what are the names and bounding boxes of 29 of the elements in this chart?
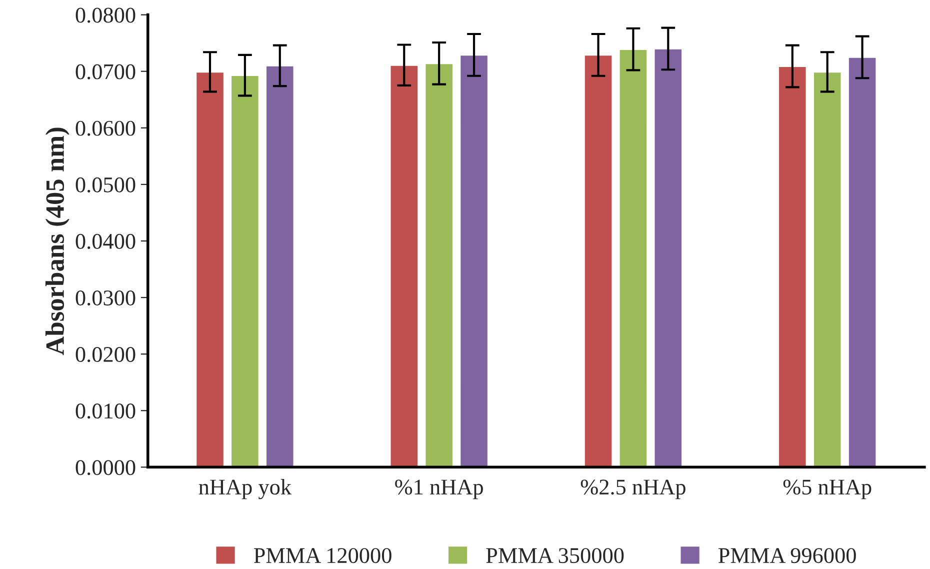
bar bbox=[389, 64, 419, 468]
x-tick-label: nHAp yok bbox=[198, 478, 292, 500]
bar bbox=[653, 48, 683, 468]
y-tick-label: 0.0400 bbox=[76, 234, 136, 249]
bar bbox=[459, 54, 489, 468]
x-tick-label: %1 nHAp bbox=[395, 480, 483, 500]
bar bbox=[265, 64, 295, 468]
bar bbox=[195, 71, 225, 468]
bar bbox=[812, 71, 842, 468]
y-tick-label: 0.0600 bbox=[76, 120, 136, 136]
bar bbox=[584, 54, 614, 468]
y-axis-title: Absorbans (405 nm) bbox=[45, 128, 70, 356]
legend-label: PMMA 350000 bbox=[486, 548, 624, 564]
bar bbox=[230, 74, 260, 468]
bar bbox=[778, 66, 808, 468]
legend-label: PMMA 120000 bbox=[254, 548, 392, 564]
y-tick-label: 0.0800 bbox=[76, 8, 136, 23]
bar bbox=[424, 62, 454, 468]
legend-label: PMMA 996000 bbox=[718, 548, 856, 564]
y-tick-label: 0.0700 bbox=[76, 64, 136, 80]
bar bbox=[848, 56, 878, 468]
y-tick-label: 0.0300 bbox=[76, 290, 136, 306]
bar bbox=[618, 48, 648, 468]
y-tick-label: 0.0200 bbox=[76, 346, 136, 362]
x-tick-label: %2.5 nHAp bbox=[580, 480, 686, 500]
y-tick-label: 0.0100 bbox=[76, 404, 136, 419]
y-tick-label: 0.0500 bbox=[76, 177, 136, 192]
x-tick-label: %5 nHAp bbox=[783, 480, 872, 500]
y-tick-label: 0.0000 bbox=[76, 460, 136, 476]
